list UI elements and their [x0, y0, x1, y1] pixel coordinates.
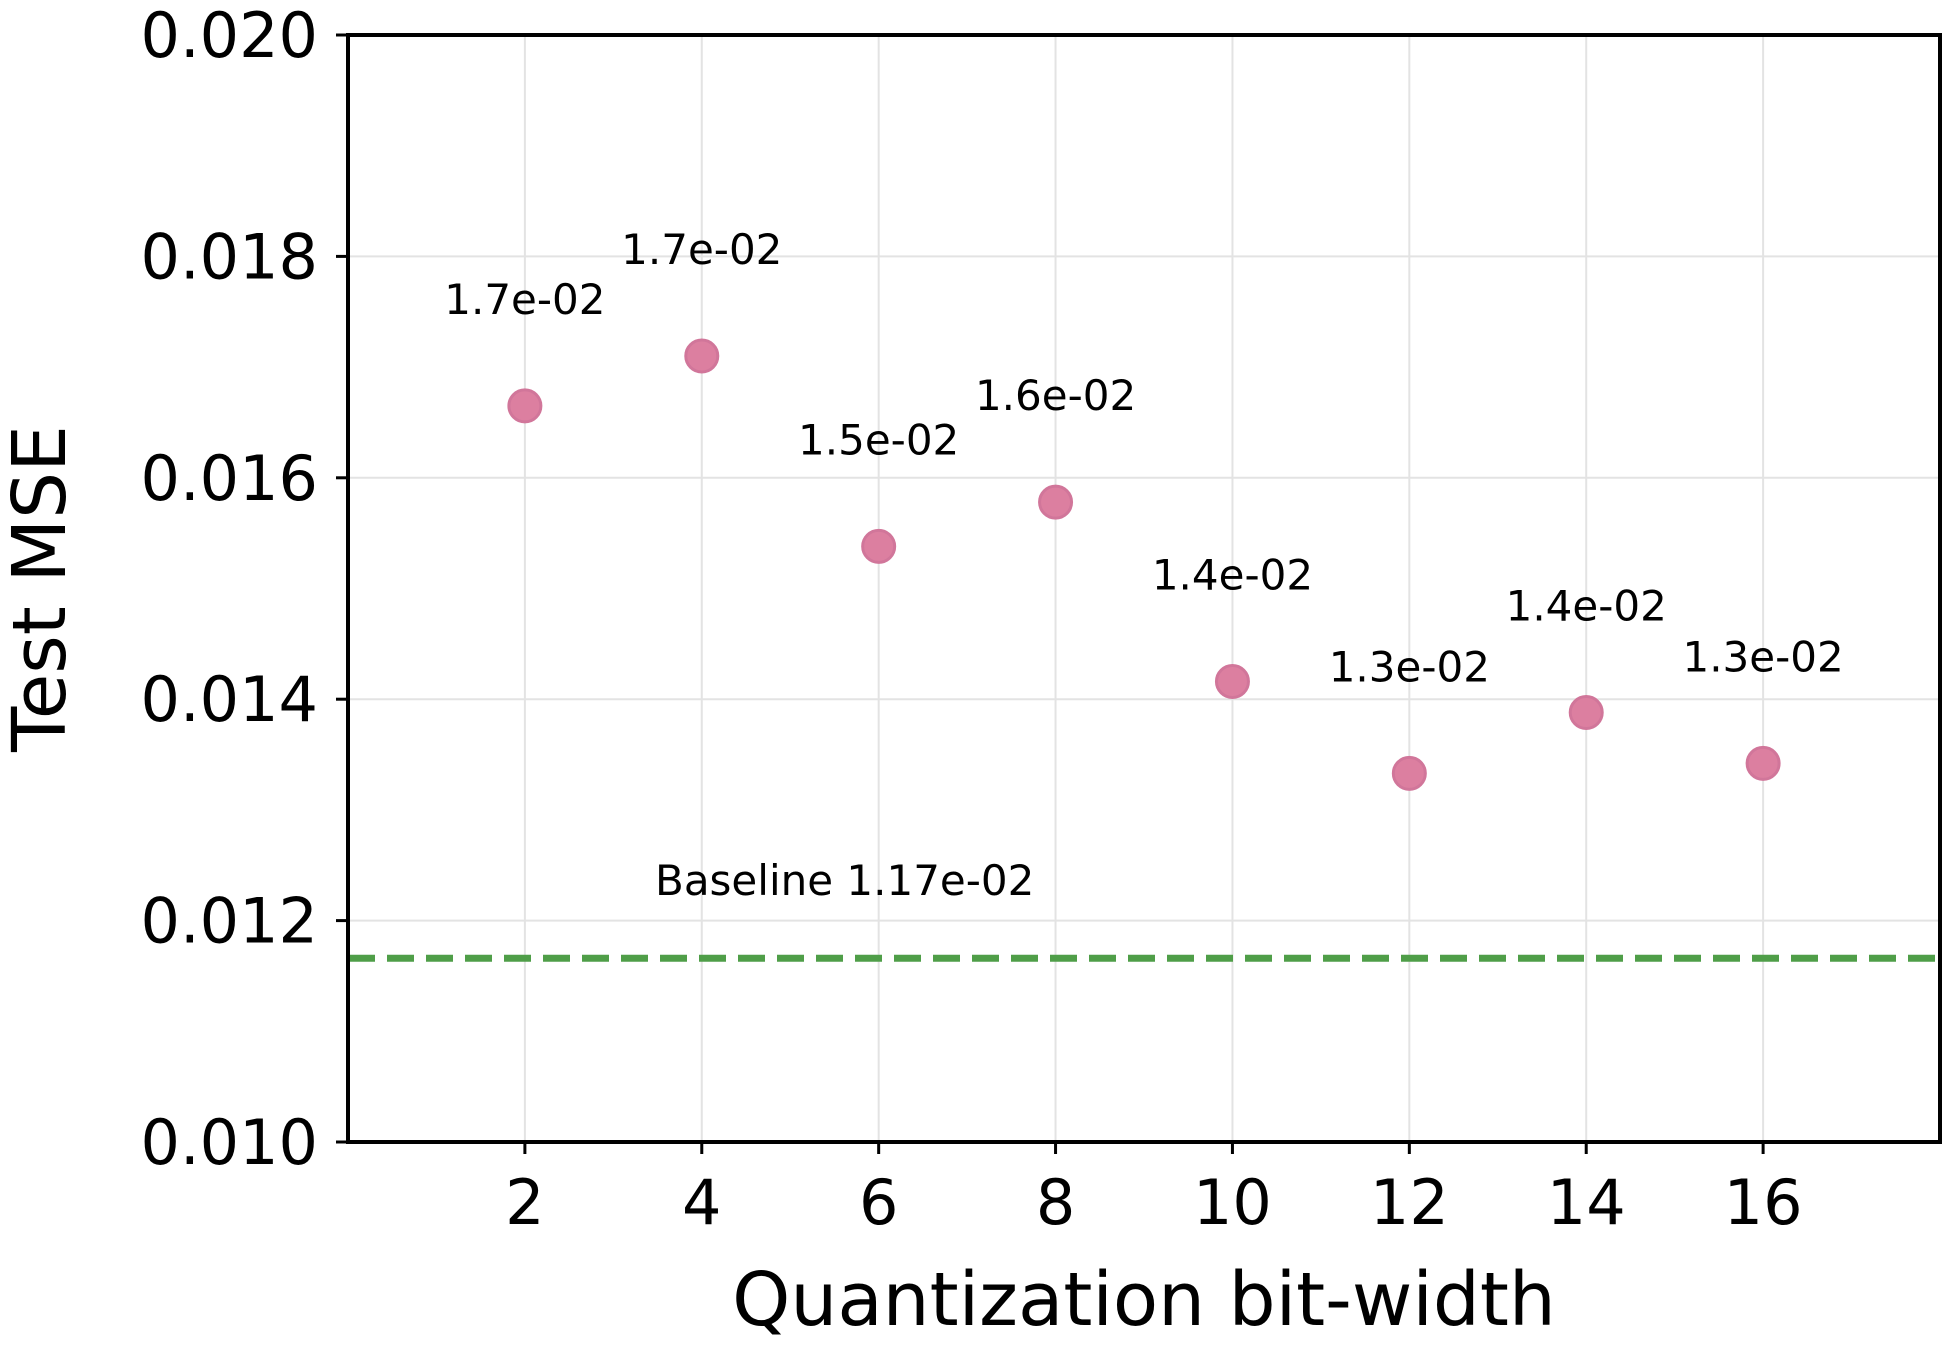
data-point-4: [1214, 663, 1250, 699]
y-axis-title: Test MSE: [0, 425, 83, 753]
y-tick-label-5: 0.020: [141, 0, 319, 72]
data-label-6: 1.4e-02: [1506, 581, 1667, 630]
data-point-7: [1745, 745, 1781, 781]
x-tick-label-6: 14: [1547, 1166, 1626, 1239]
x-axis-ticks: 2 4 6 8 10 12 14 16: [505, 1142, 1803, 1239]
y-tick-label-1: 0.012: [141, 885, 319, 958]
baseline-label: Baseline 1.17e-02: [655, 856, 1034, 905]
data-point-2: [861, 528, 897, 564]
data-point-1: [684, 338, 720, 374]
data-labels: 1.7e-02 1.7e-02 1.5e-02 1.6e-02 1.4e-02 1.3e-…: [444, 225, 1843, 691]
y-tick-label-2: 0.014: [141, 663, 319, 736]
x-tick-label-5: 12: [1370, 1166, 1449, 1239]
x-tick-label-7: 16: [1724, 1166, 1803, 1239]
y-axis-ticks: 0.010 0.012 0.014 0.016 0.018 0.020: [141, 0, 348, 1179]
data-label-3: 1.6e-02: [975, 371, 1136, 420]
plot-area-frame: [346, 33, 1942, 1144]
y-tick-label-3: 0.016: [141, 442, 319, 515]
data-label-0: 1.7e-02: [444, 275, 605, 324]
data-label-5: 1.3e-02: [1329, 642, 1490, 691]
x-tick-label-4: 10: [1193, 1166, 1272, 1239]
data-point-0: [507, 388, 543, 424]
x-tick-label-1: 4: [682, 1166, 721, 1239]
y-tick-label-4: 0.018: [141, 220, 319, 293]
data-label-4: 1.4e-02: [1152, 550, 1313, 599]
data-point-5: [1391, 755, 1427, 791]
data-points: [507, 338, 1781, 791]
x-tick-label-0: 2: [505, 1166, 544, 1239]
grid-lines: [348, 34, 1940, 1143]
data-label-7: 1.3e-02: [1682, 632, 1843, 681]
data-point-6: [1568, 694, 1604, 730]
x-axis-title: Quantization bit-width: [732, 1257, 1556, 1343]
data-label-2: 1.5e-02: [798, 415, 959, 464]
x-tick-label-2: 6: [859, 1166, 898, 1239]
data-point-3: [1038, 484, 1074, 520]
x-tick-label-3: 8: [1036, 1166, 1075, 1239]
y-tick-label-0: 0.010: [141, 1106, 319, 1179]
data-label-1: 1.7e-02: [621, 225, 782, 274]
baseline-group: Baseline 1.17e-02: [348, 856, 1940, 962]
